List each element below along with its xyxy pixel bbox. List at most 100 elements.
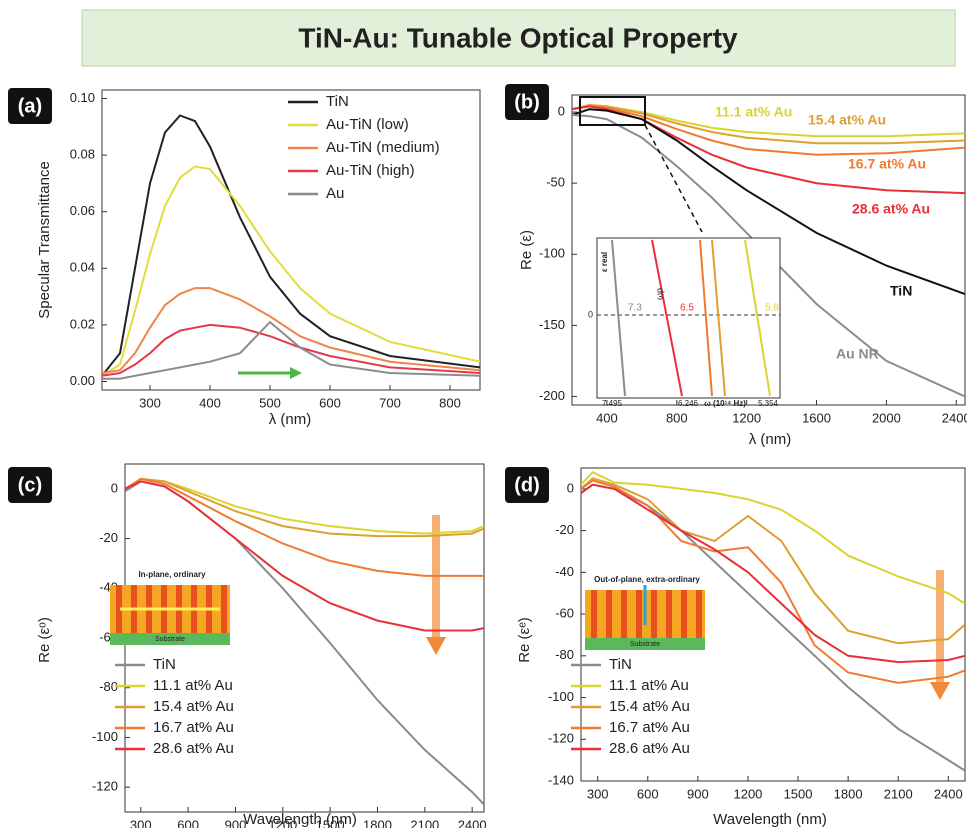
legend-label: TiN [326, 93, 349, 110]
inset-plasma-label: ωp [654, 288, 664, 300]
panel-label: (c) [18, 474, 42, 496]
panel-label: (a) [18, 95, 42, 117]
shift-arrow-head [290, 367, 302, 379]
schematic-pillar [651, 590, 657, 638]
y-tick-label: -120 [548, 731, 574, 746]
x-tick-label: 300 [587, 786, 609, 801]
legend-label: Au-TiN (low) [326, 116, 409, 133]
legend-label: 28.6 at% Au [609, 740, 690, 757]
x-tick-label: 300 [139, 395, 161, 410]
x-tick-label: 2100 [410, 817, 439, 828]
y-tick-label: -80 [555, 647, 574, 662]
y-tick-label: 0.00 [70, 373, 95, 388]
x-tick-label: 1800 [363, 817, 392, 828]
x-tick-label: 400 [596, 410, 618, 425]
inset-x-label: ω (10¹⁴ Hz) [704, 399, 746, 408]
series-label: 11.1 at% Au [715, 104, 792, 120]
inset-frame [597, 238, 780, 398]
x-tick-label: 1200 [733, 786, 762, 801]
inset-crossing-label: 6.5 [680, 303, 694, 314]
schematic-caption: In-plane, ordinary [138, 570, 206, 579]
y-tick-label: -150 [539, 317, 565, 332]
y-tick-label: 0.02 [70, 316, 95, 331]
schematic-pillar [221, 585, 227, 633]
slide-title: TiN-Au: Tunable Optical Property [298, 22, 738, 53]
inset-x-tick-label: 7.495 [602, 399, 623, 408]
y-tick-label: -100 [92, 729, 118, 744]
legend-label: 28.6 at% Au [153, 740, 234, 757]
x-tick-label: 1500 [316, 817, 345, 828]
schematic-pillar [636, 590, 642, 638]
y-tick-label: -120 [92, 779, 118, 794]
schematic-pillar [591, 590, 597, 638]
legend-label: 16.7 at% Au [153, 719, 234, 736]
y-tick-label: 0.06 [70, 203, 95, 218]
y-tick-label: -140 [548, 772, 574, 787]
x-tick-label: 400 [199, 395, 221, 410]
x-tick-label: 800 [666, 410, 688, 425]
series-line [125, 479, 484, 576]
panel-label: (b) [514, 91, 540, 113]
x-tick-label: 1600 [802, 410, 831, 425]
x-tick-label: 600 [319, 395, 341, 410]
y-tick-label: 0 [111, 480, 118, 495]
y-axis-label: Re (εᵉ) [516, 617, 533, 663]
x-axis-label: λ (nm) [749, 431, 792, 448]
series-label: 15.4 at% Au [808, 112, 886, 128]
legend-label: TiN [153, 656, 176, 673]
y-tick-label: -20 [555, 522, 574, 537]
x-tick-label: 1800 [834, 786, 863, 801]
x-axis-label: λ (nm) [269, 411, 312, 428]
y-tick-label: 0 [558, 104, 565, 119]
panel: (b)λ (nm)Re (ε)4008001200160020002400-20… [505, 84, 967, 448]
legend-label: 16.7 at% Au [609, 719, 690, 736]
y-tick-label: -40 [555, 564, 574, 579]
series-line [125, 479, 484, 536]
x-tick-label: 1200 [268, 817, 297, 828]
y-axis-label: Re (ε) [518, 230, 535, 270]
schematic-caption: Out-of-plane, extra-ordinary [594, 575, 700, 584]
series-label: Au NR [836, 346, 879, 362]
legend-label: Au-TiN (medium) [326, 139, 440, 156]
legend-label: 11.1 at% Au [153, 677, 233, 694]
legend-label: TiN [609, 656, 632, 673]
panel: (d) Wavelength (nm) Re (εᵉ) 300 600 900 1200 15… [505, 467, 965, 828]
panel: (a) λ (nm) Specular Transmittance 300 400 500… [8, 88, 480, 428]
legend-label: 15.4 at% Au [153, 698, 234, 715]
x-tick-label: 900 [225, 817, 247, 828]
x-tick-label: 500 [259, 395, 281, 410]
schematic-pillar [666, 590, 672, 638]
y-tick-label: -50 [546, 175, 565, 190]
schematic-substrate-label: Substrate [155, 636, 185, 643]
x-tick-label: 600 [637, 786, 659, 801]
panel-label: (d) [514, 474, 540, 496]
zoom-arrow [645, 125, 702, 232]
schematic-pillar [696, 590, 702, 638]
x-tick-label: 2400 [942, 410, 967, 425]
inset-x-tick-label: 6.246 [678, 399, 699, 408]
y-tick-label: 0.04 [70, 260, 95, 275]
x-tick-label: 300 [130, 817, 152, 828]
inset-y-label: ε real [600, 252, 609, 272]
schematic-pillar [621, 590, 627, 638]
legend-label: Au [326, 185, 344, 202]
trend-arrow-head [930, 682, 950, 700]
legend-label: Au-TiN (high) [326, 162, 415, 179]
y-tick-label: -100 [548, 689, 574, 704]
x-tick-label: 600 [177, 817, 199, 828]
x-tick-label: 900 [687, 786, 709, 801]
y-axis-label: Specular Transmittance [36, 161, 53, 319]
slide: TiN-Au: Tunable Optical Property (a) λ (n… [0, 0, 967, 828]
schematic-pillar [606, 590, 612, 638]
series-label: TiN [890, 283, 912, 299]
trend-arrow-head [426, 637, 446, 655]
legend-label: 11.1 at% Au [609, 677, 689, 694]
x-axis-label: Wavelength (nm) [713, 811, 827, 828]
schematic-pillar [681, 590, 687, 638]
x-tick-label: 1200 [732, 410, 761, 425]
legend-label: 15.4 at% Au [609, 698, 690, 715]
series-label: 16.7 at% Au [848, 156, 926, 172]
schematic-substrate-label: Substrate [630, 641, 660, 648]
y-axis-label: Re (εᵒ) [36, 617, 53, 663]
x-tick-label: 2400 [934, 786, 963, 801]
